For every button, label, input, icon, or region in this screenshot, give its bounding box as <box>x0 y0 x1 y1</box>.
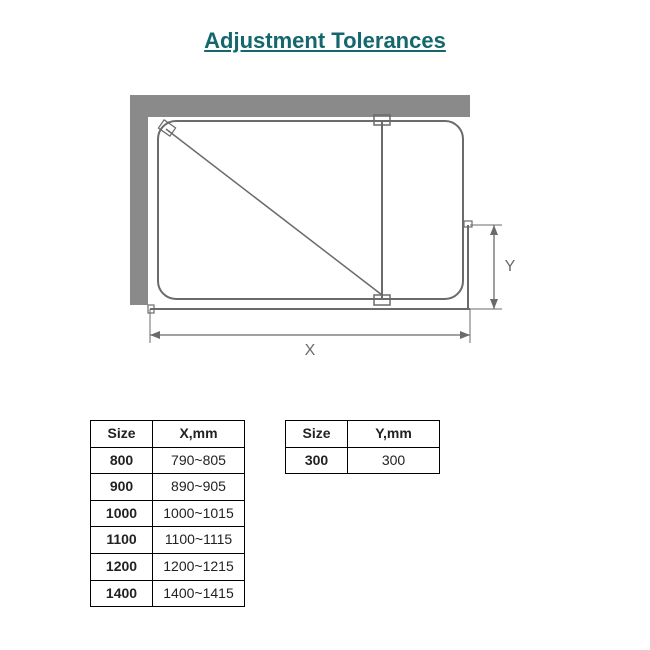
cell-size: 1100 <box>91 527 153 554</box>
x-tolerance-table: Size X,mm 800790~805900890~90510001000~1… <box>90 420 245 607</box>
cell-value: 1000~1015 <box>153 500 245 527</box>
cell-value: 790~805 <box>153 447 245 474</box>
table-row: 11001100~1115 <box>91 527 245 554</box>
table-x-header-xmm: X,mm <box>153 421 245 448</box>
table-x-body: 800790~805900890~90510001000~10151100110… <box>91 447 245 607</box>
table-x-header-size: Size <box>91 421 153 448</box>
cell-size: 1400 <box>91 580 153 607</box>
tables-container: Size X,mm 800790~805900890~90510001000~1… <box>90 420 570 607</box>
table-row: 14001400~1415 <box>91 580 245 607</box>
cell-value: 1100~1115 <box>153 527 245 554</box>
table-row: 10001000~1015 <box>91 500 245 527</box>
table-y-header-size: Size <box>286 421 348 448</box>
diagram-svg: X Y <box>130 95 520 375</box>
y-tolerance-table: Size Y,mm 300300 <box>285 420 440 474</box>
cell-size: 300 <box>286 447 348 474</box>
tolerance-diagram: X Y <box>130 95 520 375</box>
cell-value: 300 <box>348 447 440 474</box>
cell-size: 900 <box>91 474 153 501</box>
table-y-header-ymm: Y,mm <box>348 421 440 448</box>
cell-size: 1000 <box>91 500 153 527</box>
cell-value: 1200~1215 <box>153 553 245 580</box>
table-y-body: 300300 <box>286 447 440 474</box>
dim-y-label: Y <box>505 258 516 275</box>
cell-size: 800 <box>91 447 153 474</box>
cell-size: 1200 <box>91 553 153 580</box>
dim-x-label: X <box>305 342 316 359</box>
table-row: 900890~905 <box>91 474 245 501</box>
table-row: 300300 <box>286 447 440 474</box>
cell-value: 1400~1415 <box>153 580 245 607</box>
table-row: 800790~805 <box>91 447 245 474</box>
page-title: Adjustment Tolerances <box>0 0 650 54</box>
cell-value: 890~905 <box>153 474 245 501</box>
table-row: 12001200~1215 <box>91 553 245 580</box>
